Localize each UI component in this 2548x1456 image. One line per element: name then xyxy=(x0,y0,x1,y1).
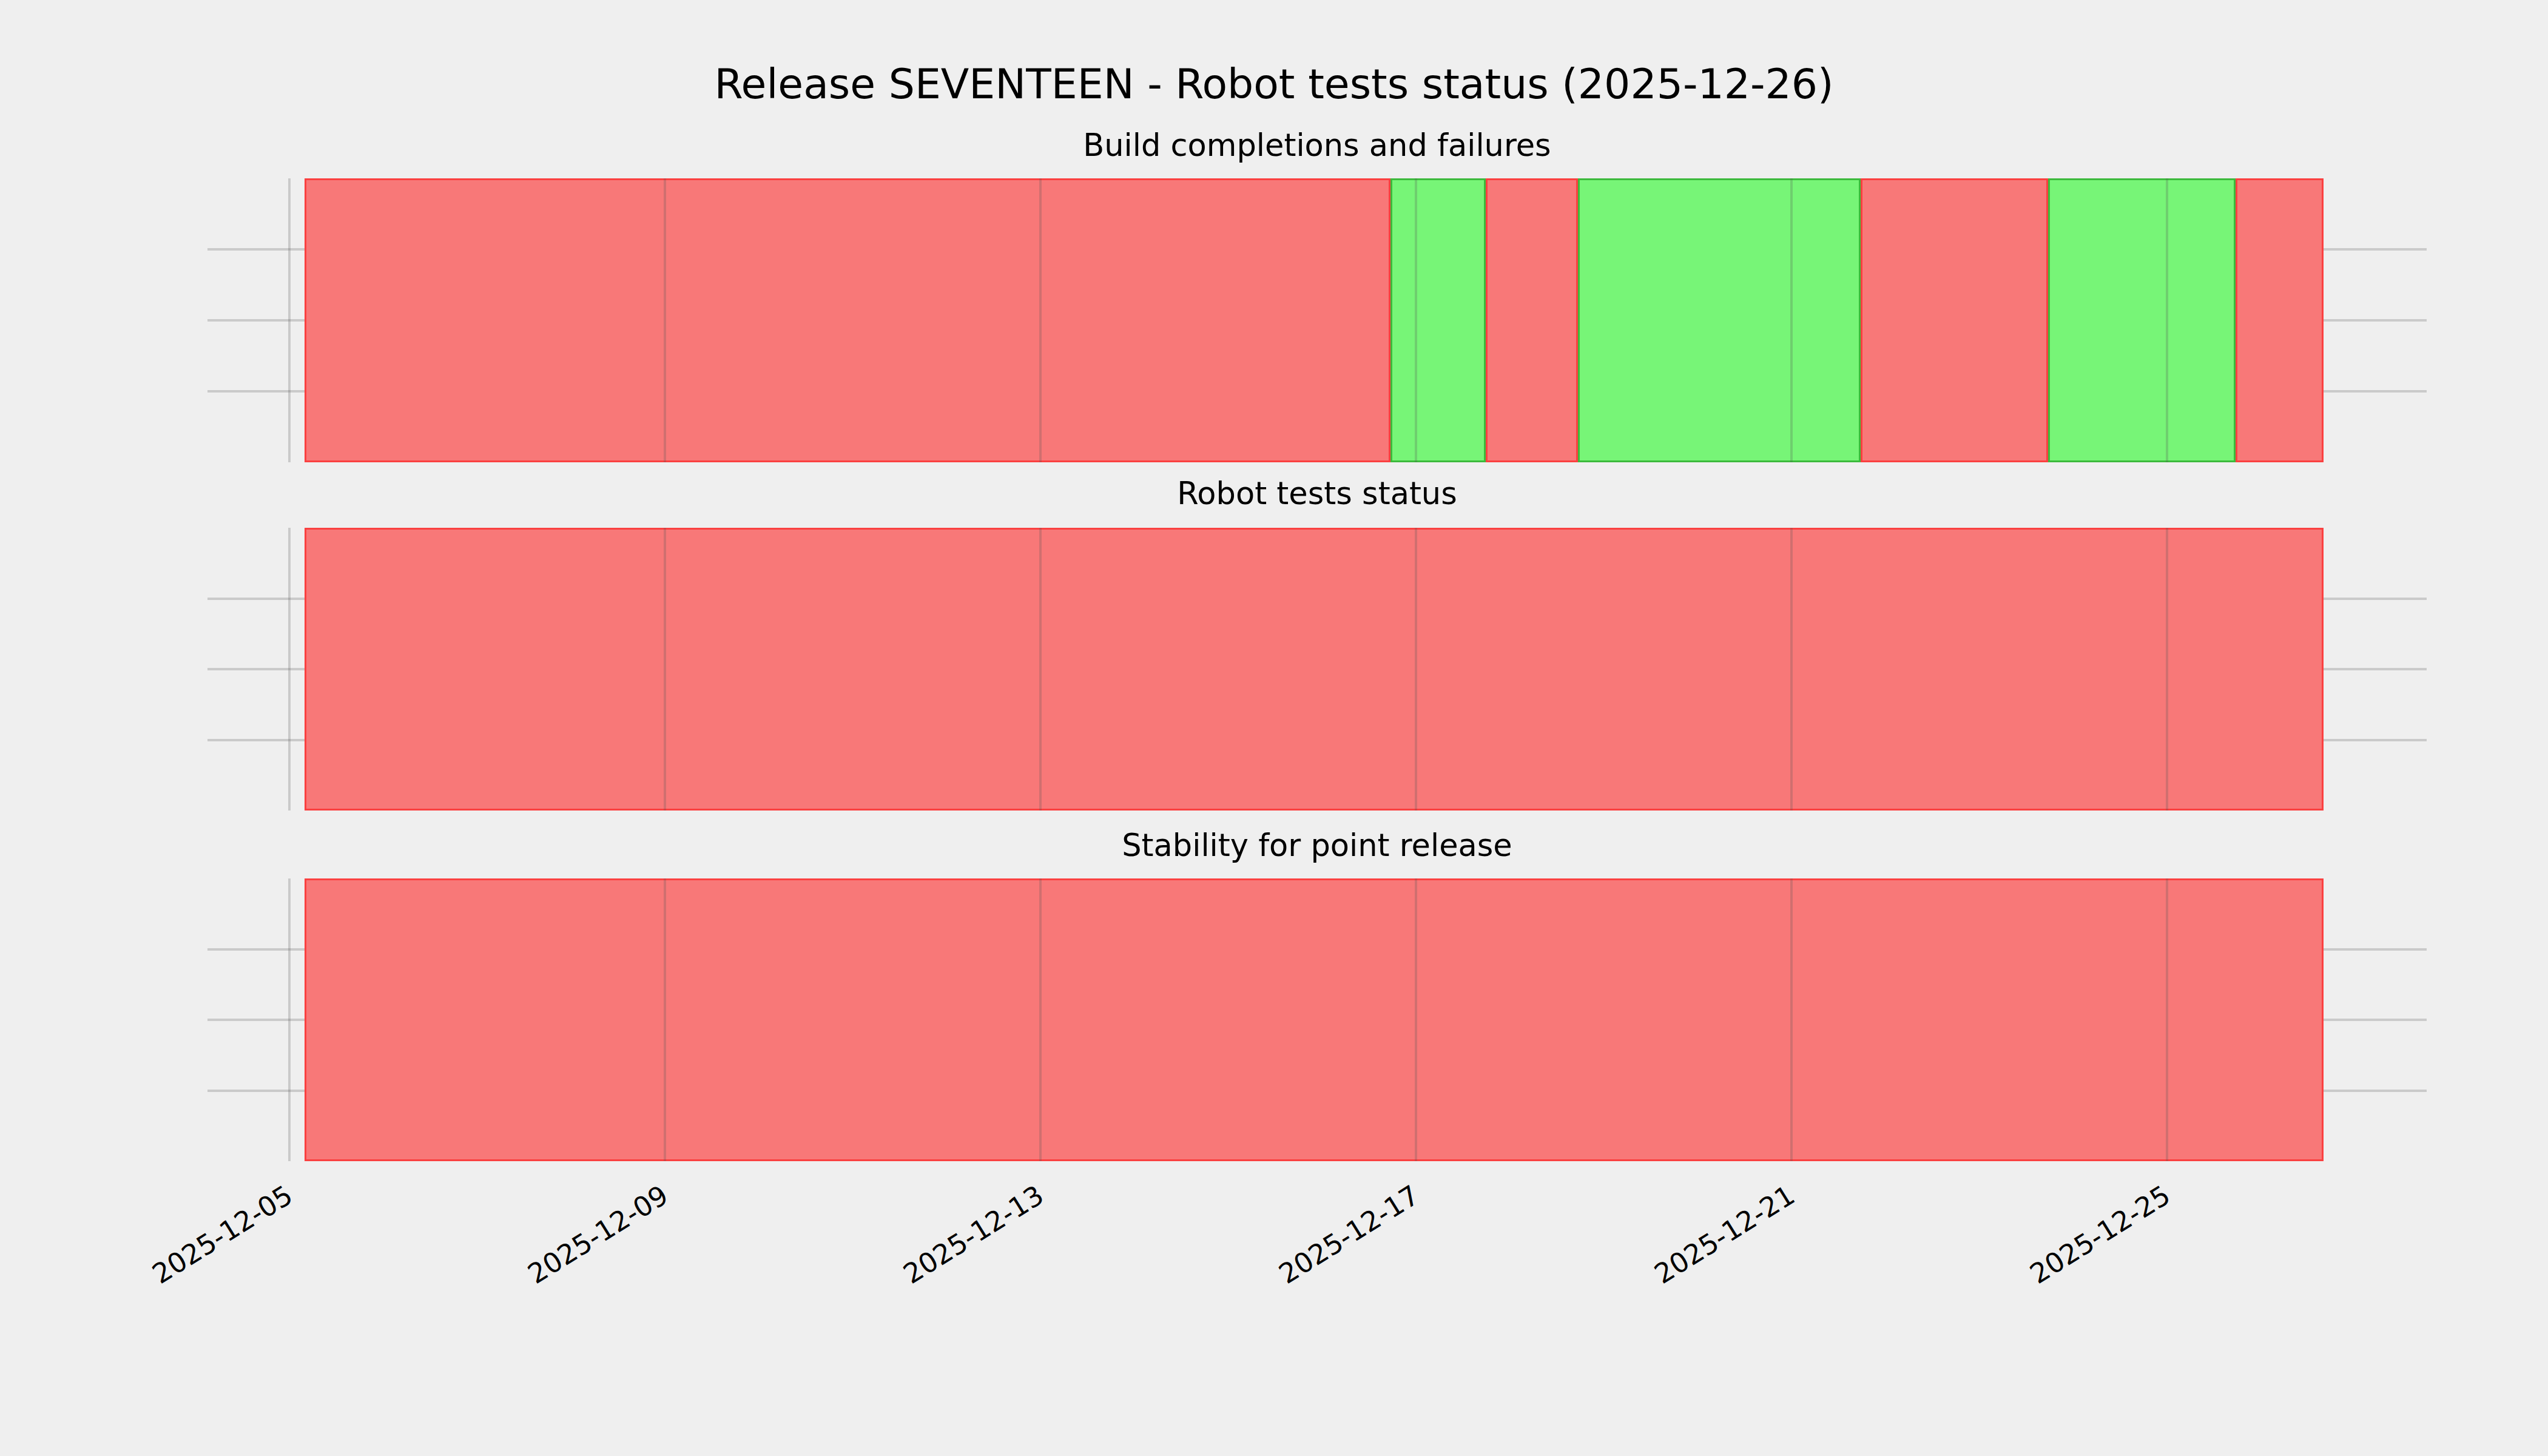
figure: Release SEVENTEEN - Robot tests status (… xyxy=(0,0,2548,1456)
x-gridline xyxy=(1790,878,1793,1161)
x-tick-label: 2025-12-25 xyxy=(2025,1180,2176,1290)
x-gridline xyxy=(2166,528,2168,811)
status-segment-failure xyxy=(2236,178,2324,462)
status-segment-success xyxy=(2048,178,2236,462)
x-gridline xyxy=(2166,178,2168,462)
figure-title: Release SEVENTEEN - Robot tests status (… xyxy=(0,61,2548,108)
x-gridline xyxy=(1039,178,1042,462)
x-gridline xyxy=(288,178,291,462)
chart-title: Stability for point release xyxy=(207,829,2427,863)
x-gridline xyxy=(288,878,291,1161)
x-tick-label: 2025-12-17 xyxy=(1274,1180,1424,1290)
plot-area xyxy=(0,528,2548,811)
x-gridline xyxy=(288,528,291,811)
status-segment-success xyxy=(1390,178,1486,462)
status-segment-failure xyxy=(305,178,1390,462)
status-segment-failure xyxy=(1861,178,2048,462)
x-gridline xyxy=(1039,528,1042,811)
x-gridline xyxy=(664,528,666,811)
status-segment-failure xyxy=(305,528,2324,811)
status-bar-row xyxy=(305,878,2324,1161)
x-gridline xyxy=(664,178,666,462)
x-tick-label: 2025-12-05 xyxy=(147,1180,298,1290)
status-segment-failure xyxy=(305,878,2324,1161)
x-tick-label: 2025-12-21 xyxy=(1650,1180,1800,1290)
plot-area xyxy=(0,178,2548,462)
x-gridline xyxy=(1415,528,1417,811)
x-gridline xyxy=(1790,178,1793,462)
chart-title: Robot tests status xyxy=(207,477,2427,511)
status-segment-failure xyxy=(1486,178,1578,462)
x-tick-label: 2025-12-13 xyxy=(898,1180,1049,1290)
x-gridline xyxy=(1415,878,1417,1161)
x-gridline xyxy=(2166,878,2168,1161)
plot-area xyxy=(0,878,2548,1161)
x-gridline xyxy=(1039,878,1042,1161)
x-gridline xyxy=(1790,528,1793,811)
chart-title: Build completions and failures xyxy=(207,129,2427,163)
status-bar-row xyxy=(305,178,2324,462)
status-bar-row xyxy=(305,528,2324,811)
x-tick-label: 2025-12-09 xyxy=(523,1180,673,1290)
status-segment-success xyxy=(1578,178,1861,462)
x-gridline xyxy=(664,878,666,1161)
x-gridline xyxy=(1415,178,1417,462)
